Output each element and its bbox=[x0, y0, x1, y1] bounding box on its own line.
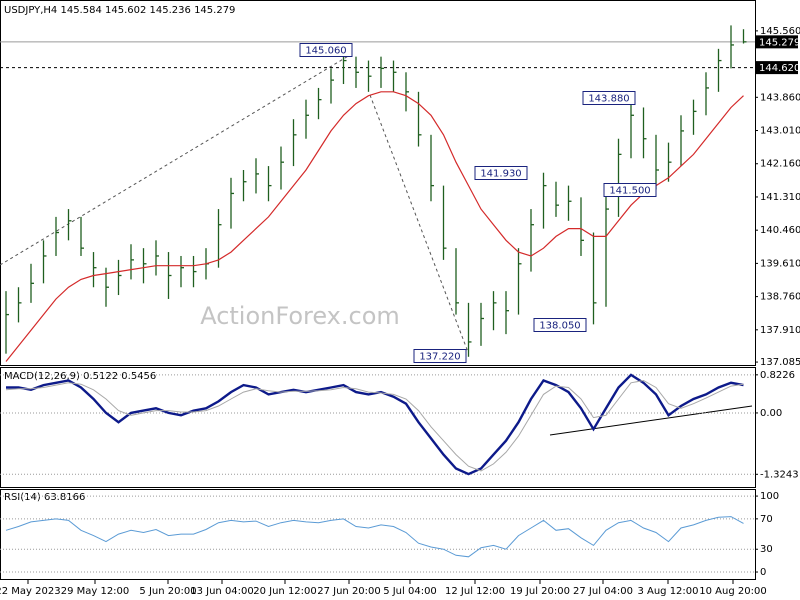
x-tick-label: 5 Jun 20:00 bbox=[139, 586, 196, 597]
moving-average bbox=[5, 91, 744, 362]
trend-line bbox=[369, 94, 469, 353]
y-tick-label: 137.085 bbox=[760, 357, 800, 368]
rsi-title: RSI(14) 63.8166 bbox=[4, 492, 85, 503]
x-tick-label: 27 Jul 04:00 bbox=[573, 586, 633, 597]
y-tick-label: 0.00 bbox=[760, 408, 782, 419]
last-price-label: 145.279 bbox=[759, 37, 800, 48]
y-tick-label: 138.760 bbox=[760, 292, 800, 303]
annotation-box bbox=[603, 183, 657, 197]
macd-title: MACD(12,26,9) 0.5122 0.5456 bbox=[4, 371, 156, 382]
annotation: 145.060 bbox=[305, 46, 346, 57]
annotation: 137.220 bbox=[419, 352, 460, 363]
annotation-box bbox=[474, 166, 528, 180]
x-tick-label: 27 Jun 20:00 bbox=[317, 586, 381, 597]
y-tick-label: 139.610 bbox=[760, 258, 800, 269]
y-tick-label: 30 bbox=[760, 544, 773, 555]
macd-panel bbox=[0, 367, 756, 488]
watermark: ActionForex.com bbox=[200, 302, 400, 330]
x-tick-label: 13 Jun 04:00 bbox=[190, 586, 254, 597]
y-tick-label: 142.160 bbox=[760, 159, 800, 170]
y-tick-label: 145.560 bbox=[760, 26, 800, 37]
annotation: 138.050 bbox=[539, 321, 580, 332]
annotation: 141.930 bbox=[480, 169, 521, 180]
rsi-panel bbox=[0, 489, 756, 580]
annotation-box bbox=[413, 349, 467, 363]
annotation: 141.500 bbox=[609, 186, 650, 197]
annotation-box bbox=[533, 318, 587, 332]
annotation-box bbox=[299, 43, 353, 57]
x-tick-label: 3 Aug 12:00 bbox=[637, 586, 698, 597]
level-label: 144.620 bbox=[759, 63, 800, 74]
y-tick-label: 70 bbox=[760, 514, 773, 525]
price-panel bbox=[0, 0, 756, 366]
last-price-box bbox=[756, 35, 798, 49]
indicator-line bbox=[5, 379, 744, 472]
x-tick-label: 29 May 12:00 bbox=[61, 586, 130, 597]
x-tick-label: 19 Jul 20:00 bbox=[510, 586, 570, 597]
level-box bbox=[756, 61, 798, 75]
x-tick-label: 20 Jun 12:00 bbox=[253, 586, 317, 597]
y-tick-label: -1.3243 bbox=[760, 469, 799, 480]
x-tick-label: 12 Jul 12:00 bbox=[445, 586, 505, 597]
y-tick-label: 140.460 bbox=[760, 225, 800, 236]
indicator-line bbox=[5, 516, 744, 558]
y-tick-label: 0.8226 bbox=[760, 370, 795, 381]
y-tick-label: 100 bbox=[760, 491, 779, 502]
y-tick-label: 0 bbox=[760, 567, 766, 578]
y-tick-label: 137.910 bbox=[760, 325, 800, 336]
y-tick-label: 143.010 bbox=[760, 126, 800, 137]
y-tick-label: 143.860 bbox=[760, 92, 800, 103]
price-title: USDJPY,H4 145.584 145.602 145.236 145.27… bbox=[4, 5, 235, 16]
x-tick-label: 5 Jul 04:00 bbox=[383, 586, 437, 597]
annotation: 143.880 bbox=[588, 94, 629, 105]
y-tick-label: 141.310 bbox=[760, 192, 800, 203]
macd-trend-line bbox=[549, 405, 753, 436]
x-tick-label: 22 May 2023 bbox=[0, 586, 61, 597]
x-tick-label: 10 Aug 20:00 bbox=[699, 586, 766, 597]
annotation-box bbox=[582, 91, 636, 105]
trend-line bbox=[0, 54, 351, 266]
